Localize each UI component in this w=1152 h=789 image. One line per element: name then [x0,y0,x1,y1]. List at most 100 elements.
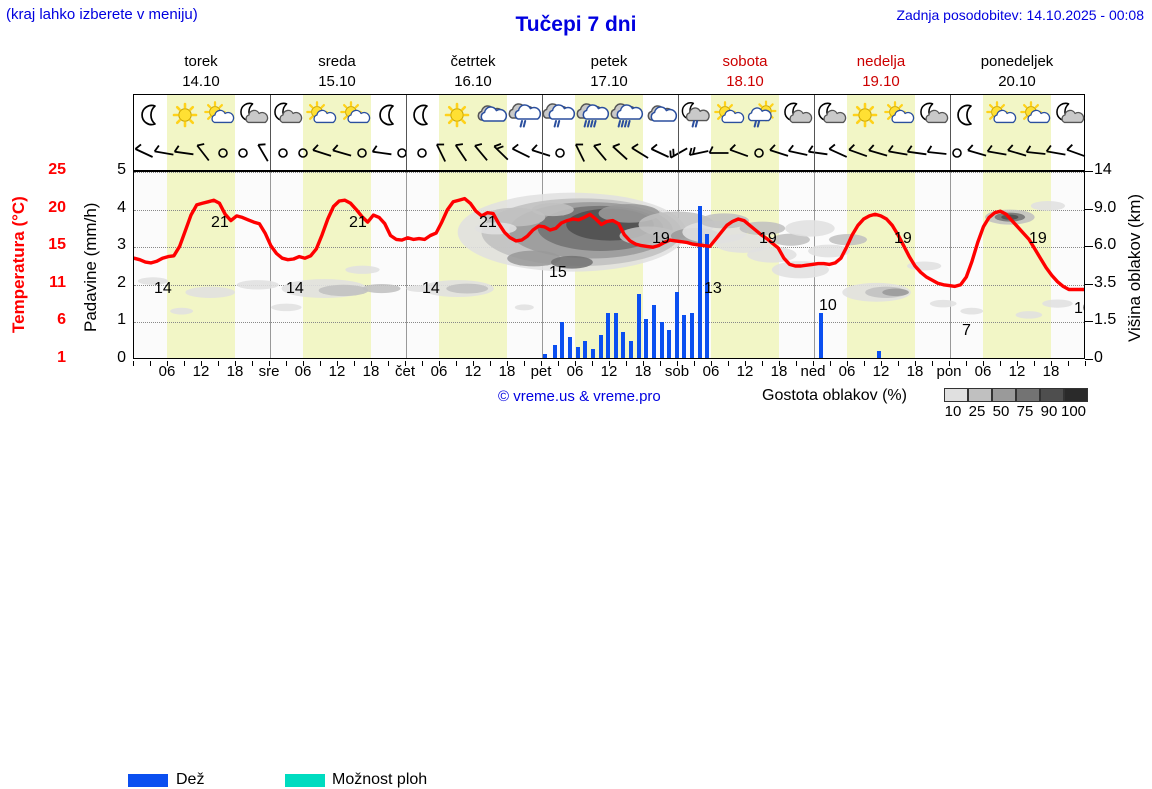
temperature-value-label: 21 [349,214,367,231]
cloudheight-tick: 0 [1094,349,1103,366]
day-name: nedelja [856,53,906,70]
x-axis-label: 18 [226,363,244,380]
x-axis-tick [507,361,508,366]
x-axis-labels: 06 12 18 sre 06 12 18 čet 06 12 18 pet 06 12 18 sob 06 12… [0,361,1152,381]
x-axis-label: 06 [430,363,448,380]
axis-tick [1085,171,1093,172]
x-axis-tick [728,361,729,366]
x-axis-tick [898,361,899,366]
x-axis-label: 18 [1042,363,1060,380]
x-axis-label: 18 [634,363,652,380]
temperature-tick: 25 [48,161,66,178]
wind-barb [312,144,332,157]
cloud-density-swatch [1040,388,1064,402]
copyright-link[interactable]: © vreme.us & vreme.pro [498,388,661,405]
x-axis-label: 18 [906,363,924,380]
cloudheight-tick: 9.0 [1094,198,1117,216]
cloudheight-tick: 14 [1094,161,1112,178]
x-axis-tick [558,361,559,366]
precipitation-bar [543,353,548,358]
wind-barb [650,143,669,158]
day-name: petek [590,53,628,70]
x-axis-tick [643,361,644,366]
wind-barb [575,143,586,162]
x-axis-tick [235,361,236,366]
x-axis-tick [881,361,882,366]
wind-barb [238,148,248,158]
x-axis-label: pet [530,363,552,380]
x-axis-tick [218,361,219,366]
wind-barb [593,143,607,161]
x-axis-tick [762,361,763,366]
x-axis-tick [541,361,542,366]
wind-barb [297,148,308,158]
day-header-sobota: sobota 18.10 [677,52,813,92]
cloud-icon [474,95,508,136]
x-axis-label: sob [664,363,690,380]
x-axis-label: 18 [362,363,380,380]
wind-barb [967,144,987,157]
wind-barb [1046,144,1066,156]
day-date: 16.10 [454,73,492,90]
cloud-rain-light-icon [508,95,542,136]
wind-barb [277,148,288,158]
x-axis-label: 06 [702,363,720,380]
cloud-icon [644,95,678,136]
day-separator [814,137,815,170]
x-axis-tick [269,361,270,366]
moon-cloud-icon [236,95,270,136]
x-axis-tick [966,361,967,366]
precipitation-tick: 2 [117,273,126,291]
precipitation-bar [560,322,565,358]
precipitation-bar [575,346,580,358]
wind-barb [907,145,927,156]
temperature-axis-title: Temperatura (°C) [9,196,28,334]
sun-cloud-icon [712,95,746,136]
cloud-density-level-label: 50 [992,403,1010,420]
x-axis-label: 18 [770,363,788,380]
temperature-value-label: 21 [211,214,229,231]
wind-barb [952,148,962,158]
day-date: 19.10 [862,73,900,90]
moon-cloud-icon [814,95,848,136]
x-axis-tick [405,361,406,366]
temperature-value-label: 13 [704,280,722,297]
x-axis-label: 12 [192,363,210,380]
precipitation-bar [606,312,611,358]
day-separator [950,95,951,137]
cloudheight-tick: 3.5 [1094,273,1117,291]
x-axis-tick [354,361,355,366]
cloud-density-field [137,192,1073,319]
day-name: četrtek [450,53,496,70]
wind-barb [493,143,509,161]
wind-barb [828,143,848,158]
moon-cloud-icon [1052,95,1086,136]
sun-icon [440,95,474,136]
wind-barb [808,145,828,156]
wind-barb [357,148,367,158]
day-separator [406,95,407,137]
axis-tick [1085,359,1093,360]
cloud-density-legend-title: Gostota oblakov (%) [762,387,907,404]
wind-barb-band [133,137,1086,171]
wind-barb [153,144,174,156]
wind-barb [396,148,407,158]
precipitation-bar [568,337,573,358]
gridline-vertical [678,172,679,358]
precipitation-bar [644,318,649,358]
showers-legend-label: Možnost ploh [332,771,428,788]
axis-tick [1085,246,1093,248]
x-axis-label: 06 [294,363,312,380]
precipitation-axis-title: Padavine (mm/h) [81,202,100,333]
wind-barb [788,144,808,156]
sun-cloud-icon [304,95,338,136]
x-axis-tick [711,361,712,366]
x-axis-label: 12 [736,363,754,380]
x-axis-tick [456,361,457,366]
x-axis-tick [490,361,491,366]
x-axis-tick [864,361,865,366]
wind-barb [729,144,749,158]
x-axis-tick [337,361,338,366]
x-axis-tick [150,361,151,366]
day-name: sreda [318,53,356,70]
